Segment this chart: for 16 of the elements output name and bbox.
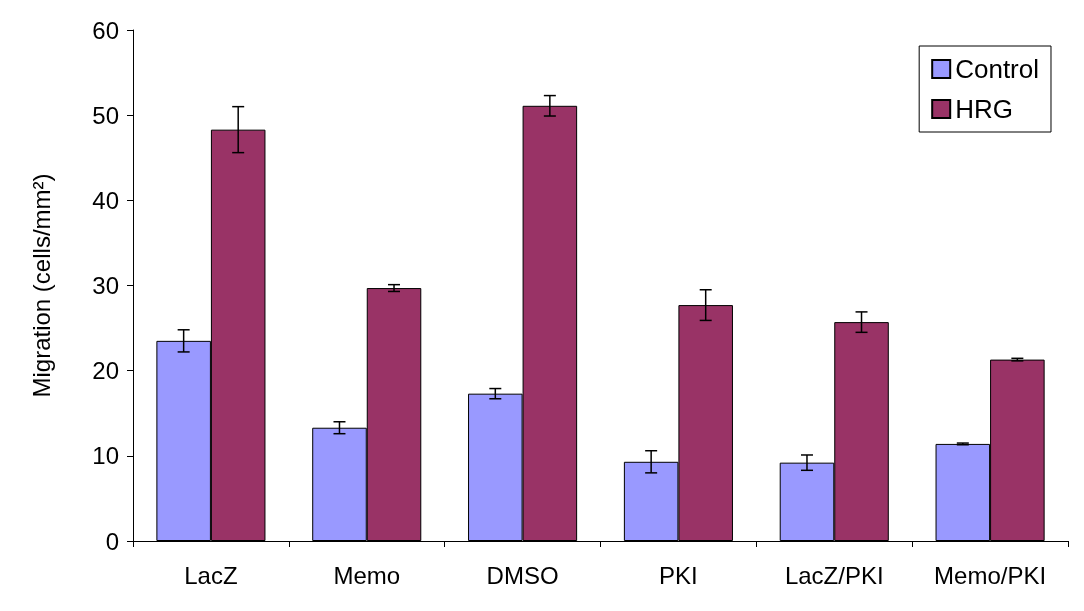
- y-axis-title: Migration (cells/mm²): [27, 173, 55, 398]
- legend-label: HRG: [955, 94, 1013, 124]
- x-tick-label: DMSO: [486, 561, 559, 589]
- x-tick-label: LacZ/PKI: [784, 561, 884, 589]
- x-tick-label: Memo/PKI: [934, 561, 1047, 589]
- y-tick-label: 30: [92, 272, 119, 299]
- x-tick-label: Memo: [333, 561, 401, 589]
- y-tick-label: 20: [92, 357, 119, 385]
- y-tick-label: 60: [92, 16, 119, 44]
- x-tick-label: LacZ: [184, 561, 238, 589]
- x-tick-label: PKI: [659, 561, 698, 589]
- legend-label: Control: [955, 54, 1040, 84]
- y-tick-label: 0: [105, 527, 119, 555]
- y-tick-label: 10: [92, 442, 119, 470]
- y-tick-label: 50: [92, 101, 119, 129]
- y-tick-label: 40: [92, 186, 119, 214]
